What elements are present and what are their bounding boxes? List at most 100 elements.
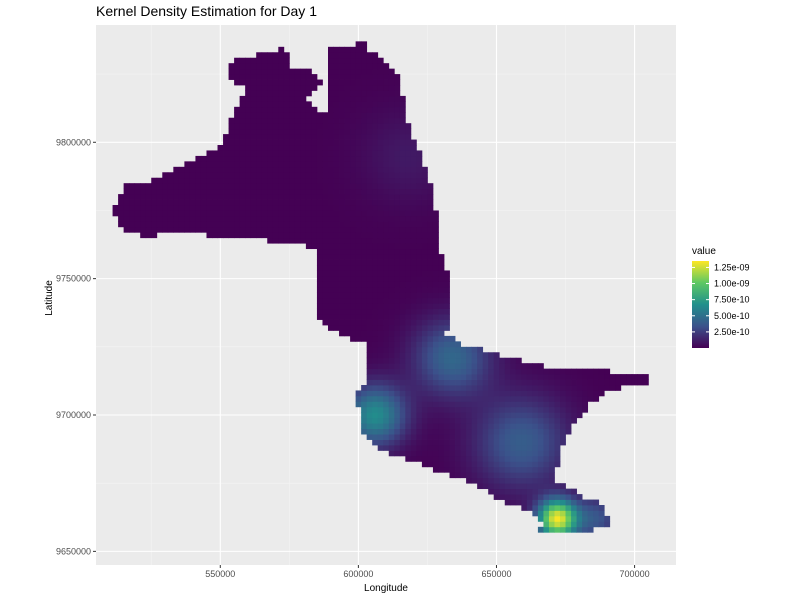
density-cell [421, 428, 428, 435]
density-cell [410, 205, 417, 211]
density-cell [383, 194, 390, 200]
density-cell [432, 237, 439, 244]
density-cell [344, 265, 351, 271]
density-cell [554, 499, 561, 506]
density-cell [294, 155, 301, 162]
density-cell [355, 161, 362, 168]
density-cell [372, 183, 379, 190]
density-cell [438, 292, 445, 299]
density-cell [328, 128, 334, 135]
density-cell [344, 117, 351, 124]
density-cell [532, 412, 539, 419]
density-cell [377, 150, 384, 157]
density-cell [587, 390, 594, 397]
density-cell [167, 215, 174, 222]
density-cell [361, 412, 368, 419]
density-cell [228, 128, 235, 135]
density-cell [455, 368, 461, 375]
density-cell [383, 428, 390, 435]
density-cell [416, 423, 423, 430]
density-cell [289, 85, 296, 91]
density-cell [410, 325, 417, 331]
density-cell [576, 494, 583, 500]
density-cell [455, 374, 461, 380]
density-cell [388, 243, 395, 250]
density-cell [410, 368, 417, 375]
density-cell [421, 335, 428, 342]
density-cell [339, 292, 345, 299]
density-cell [344, 292, 351, 299]
density-cell [322, 172, 329, 179]
density-cell [267, 232, 274, 239]
density-cell [565, 526, 572, 533]
density-cell [466, 406, 473, 413]
density-cell [565, 521, 572, 528]
density-cell [333, 303, 340, 310]
density-cell [383, 368, 390, 375]
density-cell [372, 417, 379, 424]
density-cell [239, 221, 246, 228]
density-cell [383, 205, 390, 211]
density-cell [333, 85, 340, 91]
density-cell [361, 385, 368, 391]
density-cell [493, 406, 500, 413]
density-cell [167, 226, 174, 233]
density-cell [361, 123, 368, 130]
density-cell [366, 85, 373, 91]
density-cell [432, 297, 439, 304]
density-cell [427, 265, 434, 271]
density-cell [388, 259, 395, 266]
density-cell [355, 117, 362, 124]
density-cell [416, 226, 423, 233]
density-cell [173, 205, 180, 211]
density-cell [399, 390, 406, 397]
density-cell [344, 177, 351, 184]
density-cell [350, 325, 357, 331]
density-cell [361, 254, 368, 260]
density-cell [444, 461, 450, 468]
density-cell [366, 226, 373, 233]
density-cell [333, 90, 340, 97]
density-cell [444, 303, 450, 310]
density-cell [383, 177, 390, 184]
density-cell [466, 428, 473, 435]
density-cell [245, 112, 252, 119]
density-cell [432, 341, 439, 348]
density-cell [223, 134, 229, 140]
density-cell [212, 172, 218, 179]
density-cell [427, 325, 434, 331]
density-cell [316, 145, 323, 151]
density-cell [151, 215, 158, 222]
density-cell [471, 423, 478, 430]
density-cell [333, 194, 340, 200]
density-cell [228, 232, 235, 239]
density-cell [499, 374, 506, 380]
density-cell [526, 488, 533, 495]
density-cell [515, 499, 522, 506]
density-cell [548, 390, 555, 397]
density-cell [316, 79, 323, 86]
density-cell [421, 341, 428, 348]
density-cell [272, 134, 279, 140]
density-cell [372, 292, 379, 299]
density-cell [394, 101, 401, 108]
density-cell [554, 374, 561, 380]
density-cell [294, 106, 301, 113]
density-cell [256, 123, 263, 130]
density-cell [272, 215, 279, 222]
density-cell [339, 259, 345, 266]
density-cell [140, 232, 147, 239]
density-cell [278, 199, 285, 206]
density-cell [366, 221, 373, 228]
density-cell [322, 226, 329, 233]
density-cell [383, 401, 390, 408]
density-cell [394, 412, 401, 419]
density-cell [355, 139, 362, 146]
density-cell [184, 205, 191, 211]
density-cell [256, 221, 263, 228]
density-cell [372, 63, 379, 70]
density-cell [350, 221, 357, 228]
density-cell [377, 374, 384, 380]
density-cell [521, 472, 528, 479]
